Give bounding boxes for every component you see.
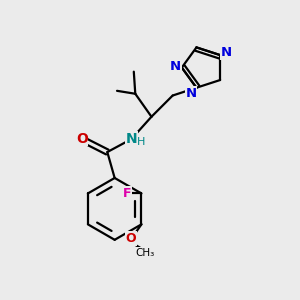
Text: N: N bbox=[220, 46, 232, 59]
Text: O: O bbox=[76, 131, 88, 146]
Text: O: O bbox=[126, 232, 136, 245]
Text: N: N bbox=[126, 131, 137, 146]
Text: H: H bbox=[137, 137, 146, 147]
Text: F: F bbox=[122, 187, 131, 200]
Text: CH₃: CH₃ bbox=[135, 248, 154, 258]
Text: N: N bbox=[170, 60, 181, 73]
Text: N: N bbox=[186, 86, 197, 100]
